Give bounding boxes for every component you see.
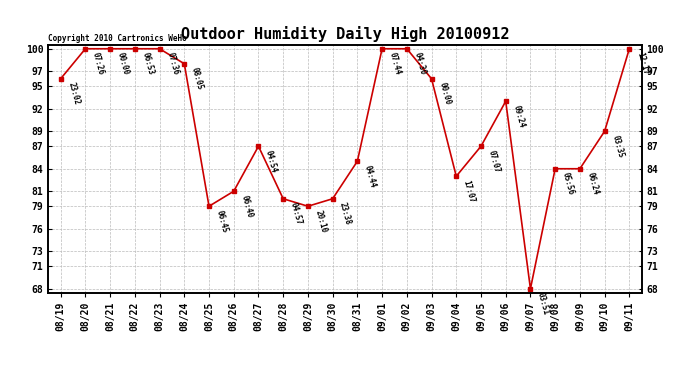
- Title: Outdoor Humidity Daily High 20100912: Outdoor Humidity Daily High 20100912: [181, 27, 509, 42]
- Text: 04:30: 04:30: [413, 51, 427, 76]
- Text: 07:44: 07:44: [388, 51, 402, 76]
- Text: 00:00: 00:00: [116, 51, 130, 76]
- Text: 03:35: 03:35: [610, 134, 625, 159]
- Text: 07:26: 07:26: [91, 51, 106, 76]
- Text: Copyright 2010 Cartronics WeHo: Copyright 2010 Cartronics WeHo: [48, 33, 187, 42]
- Text: 05:56: 05:56: [561, 171, 575, 196]
- Text: 12:17: 12:17: [635, 51, 649, 76]
- Text: 04:54: 04:54: [264, 149, 279, 174]
- Text: 00:00: 00:00: [437, 81, 452, 106]
- Text: 03:51: 03:51: [536, 291, 551, 316]
- Text: 06:24: 06:24: [585, 171, 600, 196]
- Text: 04:57: 04:57: [288, 201, 304, 226]
- Text: 07:07: 07:07: [486, 149, 501, 174]
- Text: 23:38: 23:38: [338, 201, 353, 226]
- Text: 20:10: 20:10: [313, 209, 328, 234]
- Text: 04:44: 04:44: [363, 164, 377, 189]
- Text: 23:02: 23:02: [66, 81, 81, 106]
- Text: 06:45: 06:45: [215, 209, 229, 234]
- Text: 06:53: 06:53: [140, 51, 155, 76]
- Text: 07:36: 07:36: [165, 51, 180, 76]
- Text: 08:05: 08:05: [190, 66, 204, 91]
- Text: 17:07: 17:07: [462, 179, 477, 204]
- Text: 09:24: 09:24: [511, 104, 526, 129]
- Text: 06:40: 06:40: [239, 194, 254, 219]
